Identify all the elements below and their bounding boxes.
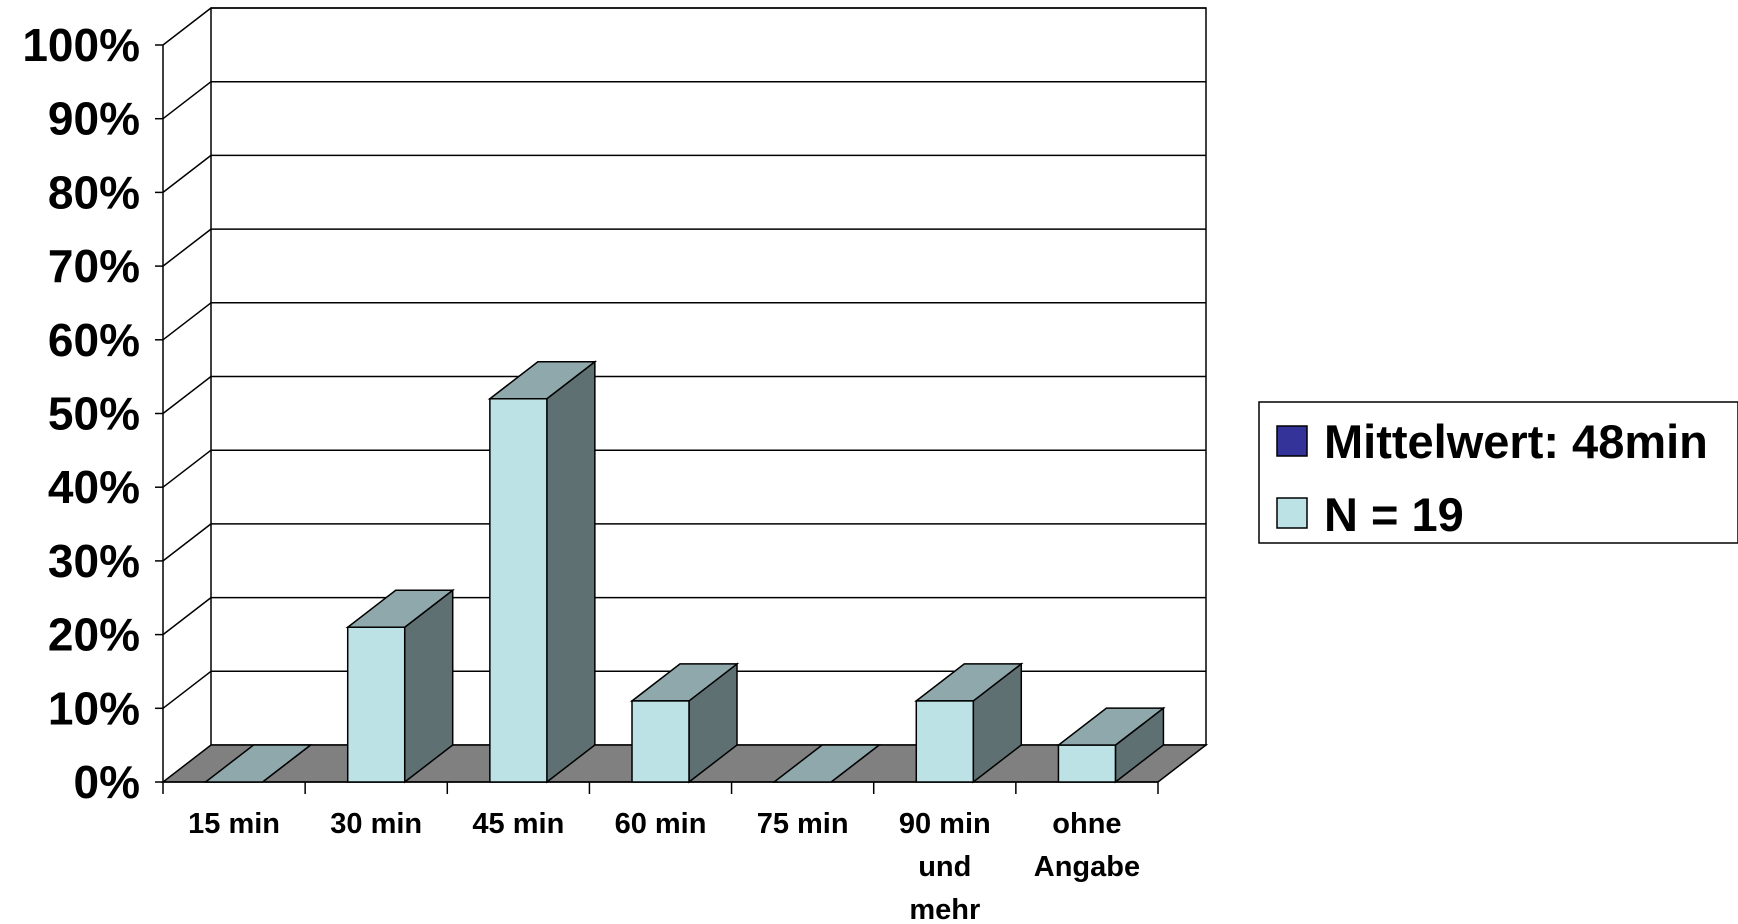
bar-front: [489, 398, 548, 783]
y-tick-label: 60%: [48, 314, 140, 366]
legend-label-n: N = 19: [1324, 488, 1464, 541]
bar: [771, 744, 882, 783]
x-tick-label: 15 min: [188, 808, 280, 840]
gridline-side: [162, 597, 212, 636]
x-tick-label: 75 min: [757, 808, 849, 840]
y-tick-label: 100%: [22, 19, 140, 71]
legend-swatch-mean: [1276, 425, 1308, 457]
gridline-side: [162, 670, 212, 709]
gridline-side: [162, 154, 212, 193]
bar-front: [915, 700, 975, 783]
bar: [1056, 706, 1166, 784]
x-tick-label: 45 min: [472, 808, 564, 840]
bar: [914, 662, 1024, 784]
legend-box: [1258, 401, 1738, 544]
legend-swatch-n: [1276, 497, 1308, 529]
bar-front: [1057, 744, 1117, 783]
bar-top: [771, 744, 882, 783]
y-tick-label: 70%: [48, 240, 140, 292]
legend-label-mean: Mittelwert: 48min: [1324, 415, 1708, 468]
y-tick-label: 20%: [48, 609, 140, 661]
bars: [203, 360, 1166, 784]
y-tick-label: 80%: [48, 166, 140, 218]
bar: [629, 662, 740, 784]
y-tick-label: 0%: [74, 756, 140, 808]
gridline-side: [162, 523, 212, 562]
bar: [203, 744, 313, 783]
x-tick-label: ohne Angabe: [1034, 808, 1140, 883]
y-tick-labels: 0% 10% 20% 30% 40% 50% 60% 70% 80% 90% 100%: [22, 19, 140, 808]
bar: [487, 360, 598, 784]
bar-front: [346, 626, 406, 783]
gridlines: [162, 7, 1206, 709]
x-tick-label: 90 min und mehr: [899, 808, 991, 924]
y-tick-label: 30%: [48, 535, 140, 587]
x-tick-label: 30 min: [330, 808, 422, 840]
legend: Mittelwert: 48min N = 19: [1258, 401, 1738, 544]
gridline-side: [162, 7, 212, 46]
x-tick-labels: 15 min 30 min 45 min 60 min 75 min 90 min und m…: [188, 808, 1140, 924]
y-tick-label: 90%: [48, 93, 140, 145]
gridline-side: [162, 375, 212, 415]
bar-top: [203, 744, 313, 783]
y-tick-label: 10%: [48, 682, 140, 734]
gridline-side: [162, 449, 212, 488]
gridline-side: [162, 81, 212, 120]
bar-front: [631, 700, 690, 783]
bar: [345, 588, 455, 784]
y-tick-label: 50%: [48, 388, 140, 440]
y-tick-label: 40%: [48, 461, 140, 513]
bar-side: [546, 360, 596, 784]
gridline-side: [162, 228, 212, 267]
gridline-side: [162, 302, 212, 341]
x-tick-label: 60 min: [615, 808, 707, 840]
